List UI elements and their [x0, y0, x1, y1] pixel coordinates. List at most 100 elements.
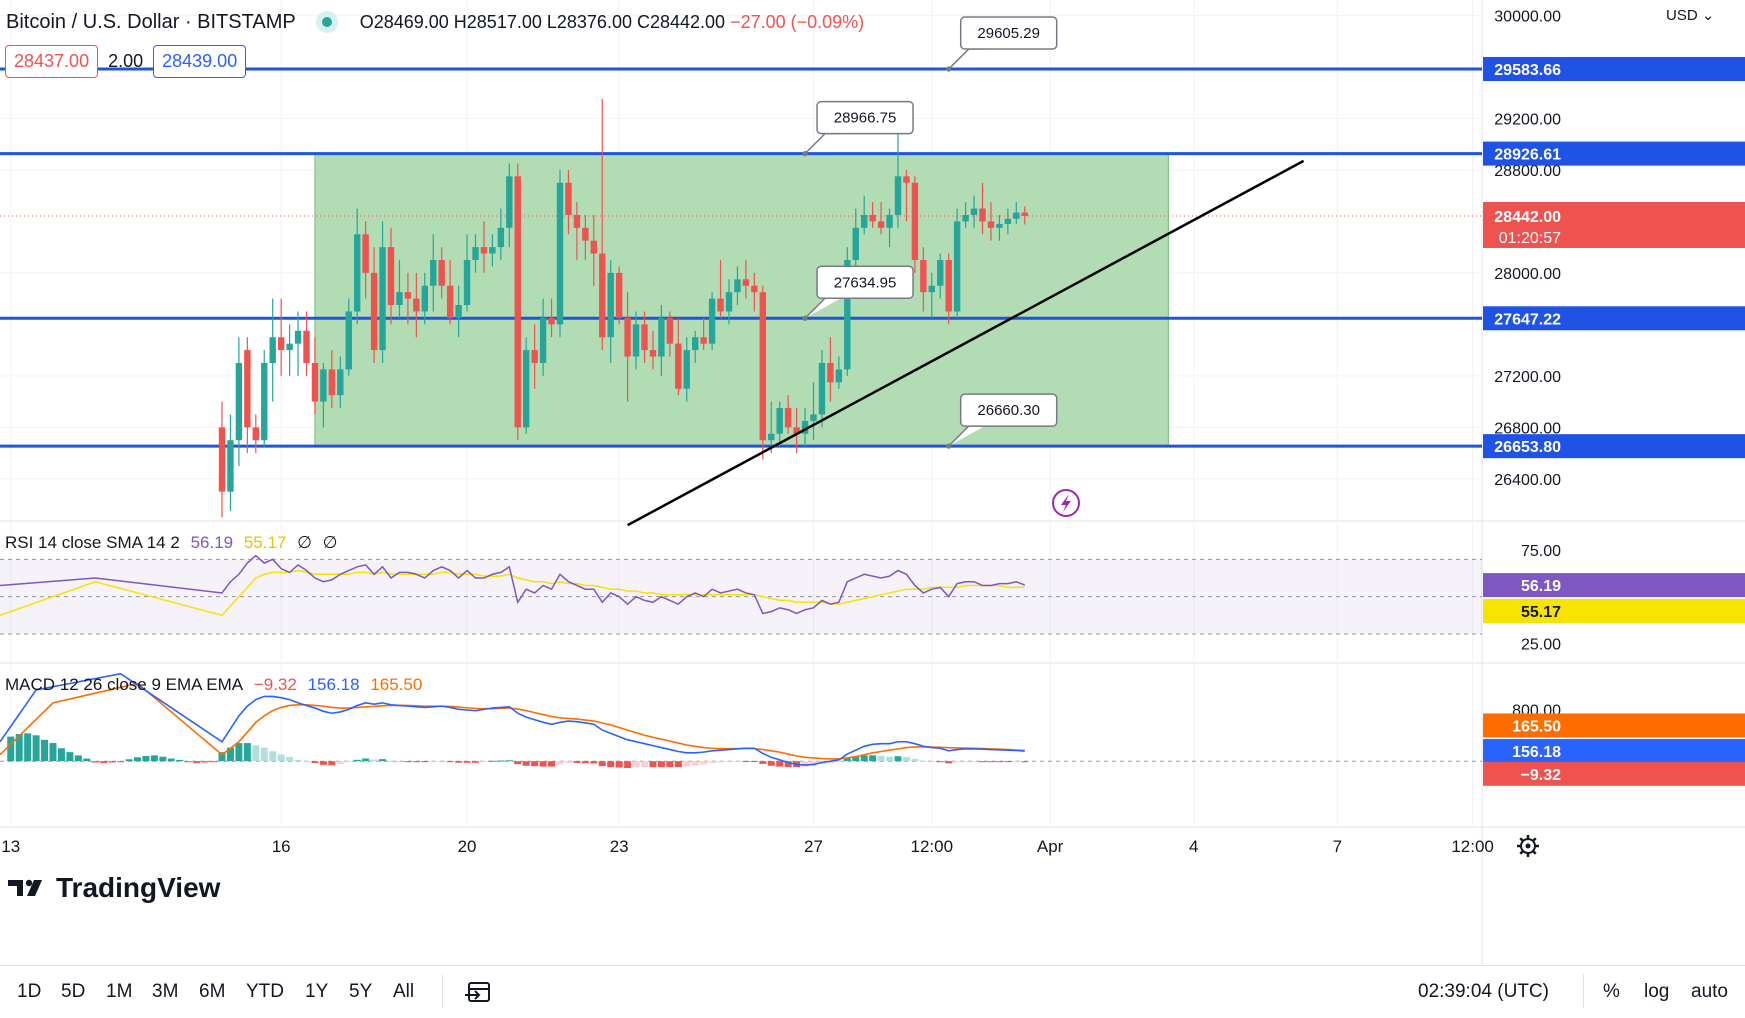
macd-histogram-bar	[514, 761, 522, 765]
log-toggle[interactable]: log	[1644, 981, 1670, 1002]
candle-body	[261, 362, 268, 441]
callout-anchor	[802, 151, 808, 157]
timeframe-5d[interactable]: 5D	[61, 981, 86, 1002]
rsi-legend[interactable]: RSI 14 close SMA 14 2 56.19 55.17 ∅ ∅	[5, 533, 343, 553]
candle-body	[615, 272, 623, 318]
candle-body	[962, 214, 969, 222]
timeframe-3m[interactable]: 3M	[152, 981, 179, 1002]
macd-histogram-bar	[311, 761, 319, 764]
utc-clock[interactable]: 02:39:04 (UTC)	[1418, 981, 1549, 1002]
macd-histogram-bar	[919, 760, 927, 762]
candle-body	[523, 350, 530, 428]
macd-histogram-bar	[556, 761, 564, 765]
candle-body	[708, 298, 716, 344]
currency-selector[interactable]: USD ⌄	[1666, 6, 1714, 24]
candle-body	[252, 427, 259, 441]
callout-anchor	[946, 66, 952, 72]
macd-histogram-bar	[691, 761, 699, 766]
macd-legend-label: MACD 12 26 close 9 EMA EMA	[5, 675, 244, 694]
ohlc-readout: O28469.00 H28517.00 L28376.00 C28442.00 …	[360, 12, 865, 33]
date-range-icon[interactable]	[465, 980, 493, 1004]
macd-histogram-bar	[41, 739, 49, 762]
callout-box	[959, 16, 1058, 50]
price-tick-label: 26400.00	[1494, 472, 1561, 489]
level-price-badge	[1483, 57, 1745, 82]
macd-histogram-bar	[66, 752, 74, 762]
close-value: C28442.00	[636, 11, 726, 32]
candle-body	[539, 317, 547, 363]
macd-histogram-bar	[717, 761, 725, 763]
macd-histogram-bar	[243, 743, 251, 762]
macd-histogram-bar	[15, 733, 23, 762]
timeframe-all[interactable]: All	[393, 981, 415, 1002]
macd-histogram-bar	[184, 761, 192, 763]
change-value: −27.00 (−0.09%)	[730, 11, 865, 32]
symbol-header: Bitcoin / U.S. Dollar · BITSTAMP O28469.…	[6, 8, 864, 36]
macd-legend[interactable]: MACD 12 26 close 9 EMA EMA −9.32 156.18 …	[5, 675, 428, 695]
sell-button[interactable]: 28437.00	[5, 45, 99, 78]
macd-histogram-bar	[573, 761, 581, 764]
candle-body	[953, 221, 961, 312]
timeframe-1y[interactable]: 1Y	[305, 981, 329, 1002]
level-price-badge	[1483, 306, 1745, 331]
gear-icon-tooth	[1532, 850, 1537, 855]
symbol-title[interactable]: Bitcoin / U.S. Dollar · BITSTAMP	[6, 10, 296, 33]
macd-histogram-bar	[210, 761, 218, 763]
macd-histogram-bar	[657, 761, 665, 768]
candle-body	[1013, 212, 1020, 219]
time-tick-label: 13	[1, 837, 20, 856]
callout-label: 27634.95	[834, 274, 897, 291]
callout-box	[959, 393, 1058, 427]
macd-histogram-bar	[100, 761, 108, 764]
candle-body	[827, 362, 834, 383]
macd-histogram-bar	[852, 756, 860, 762]
macd-histogram-bar	[421, 761, 429, 763]
timeframe-6m[interactable]: 6M	[199, 981, 226, 1002]
candle-body	[632, 324, 640, 357]
candle-body	[649, 350, 657, 357]
candle-body	[996, 223, 1003, 228]
rsi-sma-label: 55.17	[1521, 604, 1561, 621]
macd-histogram-bar	[810, 761, 817, 766]
candle-body	[497, 227, 505, 248]
macd-histogram-bar	[387, 760, 395, 762]
macd-histogram-bar	[733, 761, 741, 763]
percent-toggle[interactable]: %	[1603, 981, 1620, 1002]
candle-body	[844, 260, 851, 370]
macd-histogram-bar	[32, 735, 40, 762]
level-price-badge	[1483, 434, 1745, 459]
callout-box	[816, 265, 914, 300]
rsi-sma-badge	[1483, 599, 1745, 624]
tradingview-logo[interactable]: TradingView	[8, 872, 220, 904]
timeframe-1m[interactable]: 1M	[106, 981, 133, 1002]
macd-histogram-bar	[886, 756, 894, 762]
candle-body	[421, 285, 428, 312]
trade-panel: 28437.00 2.00 28439.00	[5, 45, 247, 78]
level-price-label: 29583.66	[1494, 62, 1561, 79]
macd-histogram-bar	[928, 761, 936, 763]
macd-histogram-bar	[269, 751, 277, 762]
price-tick-label: 28000.00	[1494, 266, 1561, 283]
candle-body	[354, 234, 361, 312]
macd-histogram-bar	[539, 761, 547, 767]
timeframe-5y[interactable]: 5Y	[349, 981, 373, 1002]
auto-toggle[interactable]: auto	[1691, 981, 1728, 1002]
macd-histogram-bar	[632, 761, 640, 768]
macd-histogram-bar	[683, 761, 691, 767]
candle-body	[734, 279, 741, 293]
macd-histogram-bar	[624, 761, 632, 769]
macd-histogram-bar	[345, 761, 353, 763]
candle-body	[320, 369, 327, 402]
candle-body	[751, 285, 758, 293]
timeframe-ytd[interactable]: YTD	[246, 981, 284, 1002]
countdown-label: 01:20:57	[1499, 230, 1561, 247]
candle-body	[1021, 212, 1028, 216]
level-price-label: 27647.22	[1494, 311, 1561, 328]
timeframe-1d[interactable]: 1D	[17, 981, 42, 1002]
candle-body	[337, 369, 344, 396]
candle-body	[463, 260, 471, 306]
buy-button[interactable]: 28439.00	[153, 45, 247, 78]
macd-signal-label: 165.50	[1512, 718, 1561, 735]
candle-body	[768, 433, 775, 441]
